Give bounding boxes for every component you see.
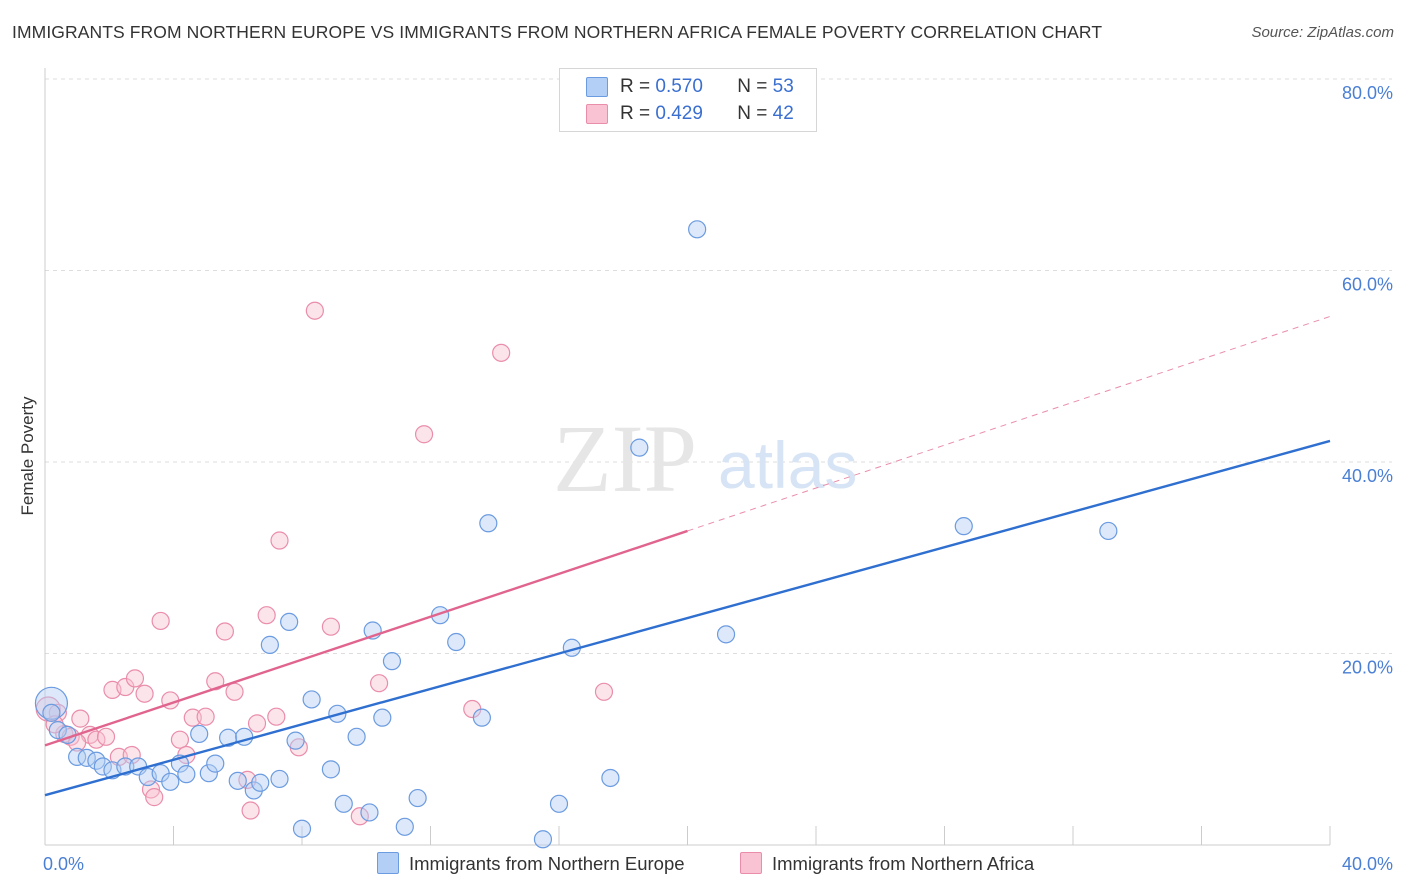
legend-swatch-pink [586, 104, 608, 124]
point-northern-africa [215, 622, 234, 641]
point-northern-europe [280, 612, 299, 632]
trend-layer [44, 315, 1331, 797]
point-northern-europe [601, 768, 620, 788]
point-northern-europe [360, 803, 379, 822]
point-northern-africa [492, 343, 511, 362]
point-northern-africa [151, 611, 170, 631]
chart-title: IMMIGRANTS FROM NORTHERN EUROPE VS IMMIG… [12, 22, 1103, 42]
point-northern-europe [347, 727, 366, 746]
y-tick-label: 60.0% [1342, 275, 1393, 295]
trendline-northern-europe [44, 439, 1331, 797]
point-northern-europe [219, 728, 238, 747]
source-label: Source: ZipAtlas.com [1251, 24, 1394, 41]
point-northern-africa [145, 788, 164, 807]
point-northern-africa [257, 606, 276, 625]
point-northern-europe [199, 764, 218, 783]
legend-r-value: 0.570 [655, 76, 703, 97]
point-northern-europe [533, 830, 553, 849]
point-northern-africa [225, 682, 244, 701]
bottom-legend-swatch-blue [377, 852, 399, 874]
point-northern-africa [270, 531, 289, 550]
bottom-legend-northern-europe: Immigrants from Northern Europe [377, 852, 685, 876]
point-northern-europe [373, 708, 392, 727]
point-northern-africa [321, 617, 341, 636]
correlation-legend: R = 0.570 N = 53 R = 0.429 N = 42 [559, 68, 817, 132]
point-northern-africa [170, 730, 190, 749]
legend-n-label: N = [737, 76, 768, 97]
point-northern-europe [270, 769, 289, 789]
point-northern-africa [414, 425, 434, 444]
point-northern-europe [472, 708, 491, 727]
point-northern-europe [1099, 521, 1118, 541]
point-northern-europe [630, 438, 649, 457]
watermark: ZIP atlas [553, 405, 857, 512]
point-northern-europe [382, 652, 402, 671]
bottom-legend-swatch-pink [740, 852, 762, 874]
legend-swatch-blue [586, 77, 608, 97]
point-northern-africa [305, 301, 324, 320]
point-northern-europe [408, 788, 427, 808]
point-northern-africa [241, 801, 260, 820]
point-northern-europe [68, 747, 87, 767]
legend-r-value: 0.429 [655, 103, 703, 124]
point-northern-africa [122, 745, 141, 765]
point-northern-europe [688, 220, 707, 239]
point-northern-europe [251, 773, 270, 792]
x-tick-label: 40.0% [1342, 854, 1393, 874]
y-tick-label: 80.0% [1342, 83, 1393, 103]
point-northern-africa [247, 714, 267, 733]
bottom-legend-label: Immigrants from Northern Europe [409, 853, 685, 874]
point-northern-europe [716, 625, 736, 644]
watermark-atlas: atlas [718, 428, 857, 502]
point-northern-europe [447, 632, 466, 652]
legend-n-label: N = [737, 103, 768, 124]
point-northern-europe [479, 514, 498, 533]
legend-n-value: 53 [772, 76, 794, 97]
point-northern-africa [370, 674, 389, 693]
point-northern-africa [125, 669, 145, 688]
point-northern-europe [260, 635, 279, 654]
legend-r-label: R = [620, 103, 651, 124]
point-northern-europe [302, 690, 321, 709]
point-northern-africa [183, 708, 202, 727]
legend-r-label: R = [620, 76, 651, 97]
point-northern-africa [594, 682, 614, 701]
point-northern-africa [71, 709, 90, 728]
grid-layer [45, 78, 1392, 654]
y-tick-label: 20.0% [1342, 658, 1393, 678]
point-northern-africa [267, 707, 286, 726]
point-northern-europe [190, 724, 209, 744]
point-northern-europe [334, 794, 353, 813]
point-northern-africa [45, 715, 64, 734]
watermark-zip: ZIP [553, 405, 697, 512]
tick-labels-layer: 20.0% 40.0% 60.0% 80.0% 0.0% 40.0% [43, 83, 1393, 874]
point-northern-africa [135, 684, 154, 703]
point-northern-europe [206, 754, 225, 773]
y-tick-label: 40.0% [1342, 466, 1393, 486]
point-northern-africa [350, 807, 369, 826]
bottom-legend-label: Immigrants from Northern Africa [772, 853, 1035, 874]
point-northern-africa [196, 707, 215, 726]
bottom-legend-northern-africa: Immigrants from Northern Africa [740, 852, 1034, 876]
point-northern-europe [321, 760, 341, 779]
point-northern-europe [549, 794, 569, 813]
point-northern-europe [93, 757, 112, 776]
point-northern-europe [161, 772, 180, 791]
legend-n-value: 42 [772, 103, 794, 124]
trendline-northern-africa [44, 529, 688, 747]
point-northern-europe [48, 720, 67, 740]
point-northern-europe [177, 765, 196, 784]
point-northern-europe [42, 703, 61, 722]
point-northern-europe [954, 517, 973, 536]
point-northern-africa [96, 727, 116, 746]
point-northern-europe [228, 771, 247, 790]
points-layer [34, 220, 1118, 849]
x-tick-label: 0.0% [43, 854, 84, 874]
trendline-northern-africa-extension [687, 315, 1331, 532]
point-northern-europe [286, 731, 305, 750]
point-northern-europe [292, 819, 312, 838]
point-northern-europe [395, 817, 414, 836]
axis-layer [44, 68, 1331, 846]
